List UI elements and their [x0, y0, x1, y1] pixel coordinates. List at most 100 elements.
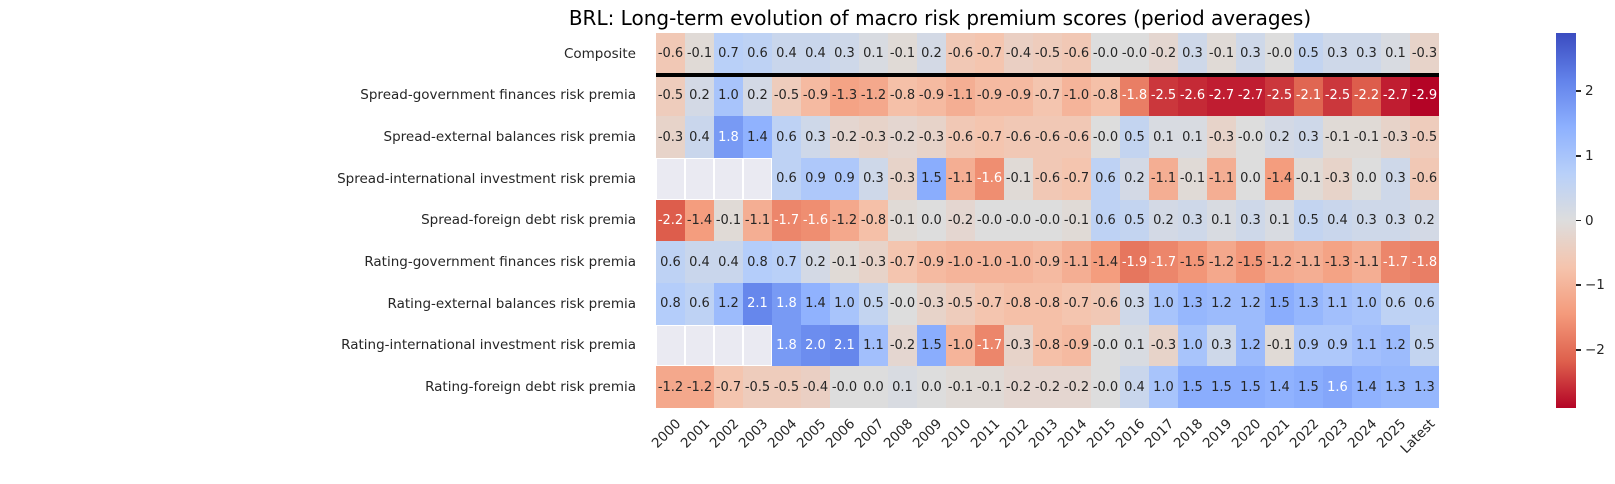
heatmap-cell: -0.2: [1033, 366, 1062, 408]
heatmap-cell: 0.0: [859, 366, 888, 408]
heatmap-cell: -1.6: [801, 199, 830, 242]
heatmap-cell: 0.3: [1352, 33, 1381, 75]
heatmap-cell: 2.1: [743, 283, 772, 325]
heatmap-cell: -1.2: [685, 366, 714, 408]
heatmap-cell: -0.8: [888, 74, 917, 117]
heatmap-cell: 0.3: [1178, 33, 1207, 75]
composite-separator-line: [656, 73, 1439, 77]
heatmap-cell: 0.9: [830, 158, 859, 200]
heatmap-cell: -0.9: [975, 74, 1004, 117]
heatmap-cell: -1.4: [1265, 158, 1294, 200]
heatmap-cell: 0.7: [714, 33, 743, 75]
row-label: Spread-foreign debt risk premia: [421, 212, 636, 229]
heatmap-cell: 0.8: [656, 283, 685, 325]
heatmap-cell: 0.3: [801, 116, 830, 158]
heatmap-cell: 0.2: [917, 33, 946, 75]
heatmap-cell: -1.1: [1062, 241, 1091, 283]
heatmap-cell: 1.0: [1149, 283, 1178, 325]
heatmap-cell: -0.9: [1033, 241, 1062, 283]
heatmap-cell: -0.1: [685, 33, 714, 75]
heatmap-cell: 0.6: [1381, 283, 1410, 325]
heatmap-cell: -0.0: [1120, 33, 1149, 75]
heatmap-cell: -1.5: [1236, 241, 1265, 283]
heatmap-cell: -0.0: [1091, 33, 1120, 75]
heatmap-cell: -0.3: [917, 116, 946, 158]
heatmap-cell: -0.8: [1004, 283, 1033, 325]
heatmap-cell: [714, 324, 743, 367]
heatmap-cell: 1.2: [1236, 324, 1265, 367]
heatmap-cell: 1.4: [743, 116, 772, 158]
heatmap-cell: -0.2: [1149, 33, 1178, 75]
heatmap-cell: -0.0: [1265, 33, 1294, 75]
heatmap-cell: -0.1: [1323, 116, 1352, 158]
heatmap-cell: -1.9: [1120, 241, 1149, 283]
heatmap-cell: 0.3: [859, 158, 888, 200]
heatmap-cell: 0.2: [1120, 158, 1149, 200]
heatmap-cell: -0.2: [830, 116, 859, 158]
heatmap-cell: -0.1: [1352, 116, 1381, 158]
heatmap-cell: [714, 158, 743, 200]
heatmap-cell: 0.6: [743, 33, 772, 75]
heatmap-cell: 0.9: [1294, 324, 1323, 367]
heatmap-cell: 1.2: [1207, 283, 1236, 325]
heatmap-cell: -0.3: [888, 158, 917, 200]
heatmap-cell: -0.3: [656, 116, 685, 158]
heatmap-cell: -0.2: [888, 324, 917, 367]
heatmap-cell: -0.0: [1033, 199, 1062, 242]
heatmap-cell: -0.1: [830, 241, 859, 283]
heatmap-cell: -0.6: [1033, 158, 1062, 200]
heatmap-cell: 1.8: [772, 283, 801, 325]
heatmap-cell: 0.1: [1178, 116, 1207, 158]
heatmap-cell: 0.6: [1091, 199, 1120, 242]
heatmap-cell: -0.5: [1033, 33, 1062, 75]
heatmap-cell: 1.3: [1178, 283, 1207, 325]
heatmap-cell: 1.0: [714, 74, 743, 117]
heatmap-cell: [656, 158, 685, 200]
heatmap-cell: [743, 158, 772, 200]
heatmap-cell: -1.0: [1062, 74, 1091, 117]
heatmap-cell: 1.5: [1236, 366, 1265, 408]
heatmap-cell: -0.0: [1091, 116, 1120, 158]
heatmap-cell: [656, 324, 685, 367]
heatmap-cell: 0.1: [888, 366, 917, 408]
heatmap-cell: [685, 158, 714, 200]
heatmap-cell: 0.4: [714, 241, 743, 283]
heatmap-cell: -0.1: [975, 366, 1004, 408]
heatmap-cell: -0.6: [1062, 116, 1091, 158]
heatmap-cell: -0.6: [1410, 158, 1439, 200]
heatmap-cell: 0.5: [859, 283, 888, 325]
heatmap-cell: 0.6: [772, 158, 801, 200]
heatmap-cell: 0.3: [830, 33, 859, 75]
heatmap-cell: -0.7: [1033, 74, 1062, 117]
heatmap-cell: -2.6: [1178, 74, 1207, 117]
heatmap-cell: -1.1: [946, 158, 975, 200]
heatmap-cell: -0.3: [1004, 324, 1033, 367]
heatmap-cell: -0.6: [1062, 33, 1091, 75]
colorbar-tick-mark: [1576, 155, 1581, 157]
heatmap-cell: -1.8: [1120, 74, 1149, 117]
heatmap-cell: 0.1: [1149, 116, 1178, 158]
heatmap-cell: 1.5: [917, 324, 946, 367]
heatmap-cell: 0.2: [1149, 199, 1178, 242]
heatmap-cell: -0.1: [1265, 324, 1294, 367]
heatmap-cell: 0.7: [772, 241, 801, 283]
heatmap-cell: -0.1: [888, 33, 917, 75]
heatmap-cell: 1.5: [917, 158, 946, 200]
heatmap-cell: -0.8: [1033, 324, 1062, 367]
heatmap-cell: 2.1: [830, 324, 859, 367]
heatmap-cell: 0.3: [1236, 199, 1265, 242]
chart-title: BRL: Long-term evolution of macro risk p…: [568, 6, 1312, 30]
heatmap-cell: -0.5: [946, 283, 975, 325]
heatmap-cell: 0.1: [1265, 199, 1294, 242]
heatmap-cell: -0.9: [1004, 74, 1033, 117]
heatmap-cell: 0.3: [1207, 324, 1236, 367]
heatmap-cell: 0.4: [1323, 199, 1352, 242]
heatmap-cell: 2.0: [801, 324, 830, 367]
heatmap-cell: -1.2: [859, 74, 888, 117]
heatmap-cell: 0.3: [1178, 199, 1207, 242]
heatmap-cell: -0.6: [946, 33, 975, 75]
heatmap-cell: -1.2: [656, 366, 685, 408]
row-label: Composite: [563, 45, 636, 62]
heatmap-cell: 0.4: [1120, 366, 1149, 408]
heatmap-cell: -0.6: [946, 116, 975, 158]
